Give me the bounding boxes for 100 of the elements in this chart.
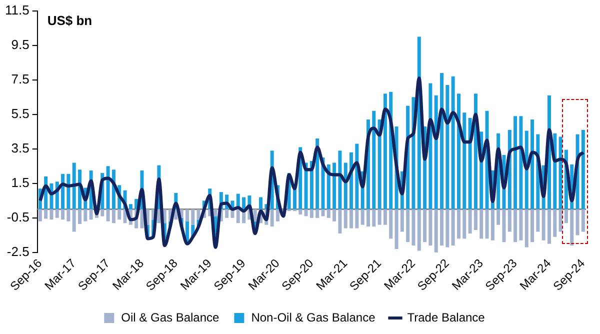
- y-tick-label: 1.5: [11, 174, 30, 190]
- bar: [310, 209, 314, 218]
- bar: [378, 209, 382, 225]
- bar: [485, 209, 489, 239]
- bar: [72, 162, 76, 210]
- bar: [118, 209, 122, 220]
- y-tick-label: 3.5: [11, 140, 30, 156]
- bar: [338, 209, 342, 234]
- bar: [519, 209, 523, 240]
- bar: [298, 209, 302, 214]
- bar: [400, 209, 404, 232]
- bar: [326, 209, 330, 218]
- bar: [72, 209, 76, 232]
- bar: [332, 162, 336, 210]
- bar: [338, 150, 342, 210]
- bar: [344, 209, 348, 228]
- bar: [412, 209, 416, 246]
- bar: [451, 209, 455, 246]
- bar: [106, 209, 110, 222]
- bar: [100, 209, 104, 216]
- bar: [214, 209, 218, 216]
- y-tick-label: 11.5: [4, 2, 30, 18]
- bar: [304, 209, 308, 216]
- bar: [406, 209, 410, 242]
- bar: [50, 209, 54, 220]
- bar: [451, 76, 455, 210]
- bar: [474, 209, 478, 230]
- y-tick-label: -2.5: [6, 244, 30, 260]
- bar: [536, 209, 540, 232]
- bar: [321, 209, 325, 216]
- bar: [547, 209, 551, 244]
- y-axis-title: US$ bn: [47, 12, 92, 28]
- bar: [440, 209, 444, 246]
- bar: [434, 209, 438, 252]
- bar: [332, 209, 336, 222]
- bar: [383, 209, 387, 225]
- legend-label: Trade Balance: [407, 310, 486, 324]
- bar: [383, 94, 387, 210]
- bar: [496, 209, 500, 225]
- y-tick-label: 5.5: [11, 106, 30, 121]
- bar: [316, 209, 320, 218]
- bar: [581, 130, 585, 210]
- bar: [344, 162, 348, 210]
- bar: [394, 209, 398, 250]
- bar: [196, 209, 200, 220]
- bar: [350, 209, 354, 228]
- bar: [530, 120, 534, 210]
- bar: [514, 116, 518, 210]
- legend-label: Oil & Gas Balance: [121, 310, 220, 324]
- bar: [519, 116, 523, 210]
- bar: [428, 209, 432, 246]
- bar: [423, 209, 427, 242]
- line-series: [38, 76, 585, 249]
- bar: [78, 209, 82, 224]
- y-tick-label: -0.5: [6, 210, 30, 225]
- bar: [185, 209, 189, 222]
- bar: [276, 209, 280, 222]
- bar: [468, 209, 472, 234]
- bar: [581, 209, 585, 232]
- bar: [44, 209, 48, 219]
- bar: [106, 166, 110, 210]
- bar: [389, 209, 393, 239]
- bar: [524, 209, 528, 248]
- bar: [326, 164, 330, 210]
- bar: [225, 209, 229, 218]
- bar: [84, 209, 88, 222]
- bar: [360, 209, 364, 225]
- bar: [468, 118, 472, 210]
- bar: [446, 209, 450, 248]
- bar: [66, 209, 70, 222]
- bar: [434, 95, 438, 210]
- bar: [242, 197, 246, 210]
- bar: [61, 209, 65, 220]
- bar: [570, 209, 574, 246]
- bar: [456, 209, 460, 239]
- bar: [417, 209, 421, 251]
- bar: [462, 209, 466, 239]
- bar: [270, 209, 274, 227]
- bar: [462, 112, 466, 210]
- bar: [112, 209, 116, 224]
- bar: [542, 209, 546, 240]
- legend-label: Non-Oil & Gas Balance: [251, 310, 376, 324]
- bar: [514, 209, 518, 242]
- bar: [553, 209, 557, 237]
- bar: [66, 174, 70, 210]
- bar: [480, 209, 484, 239]
- bar: [440, 72, 444, 210]
- bar: [253, 209, 257, 222]
- bar: [55, 209, 59, 218]
- bar: [366, 209, 370, 227]
- bar: [502, 209, 506, 242]
- bar: [128, 204, 132, 210]
- y-tick-label: 7.5: [11, 71, 30, 86]
- y-tick-label: 9.5: [11, 36, 30, 52]
- bar: [446, 85, 450, 210]
- bar: [355, 209, 359, 228]
- bar: [372, 110, 376, 210]
- bar: [259, 197, 263, 210]
- bar: [508, 209, 512, 232]
- bar: [89, 209, 93, 220]
